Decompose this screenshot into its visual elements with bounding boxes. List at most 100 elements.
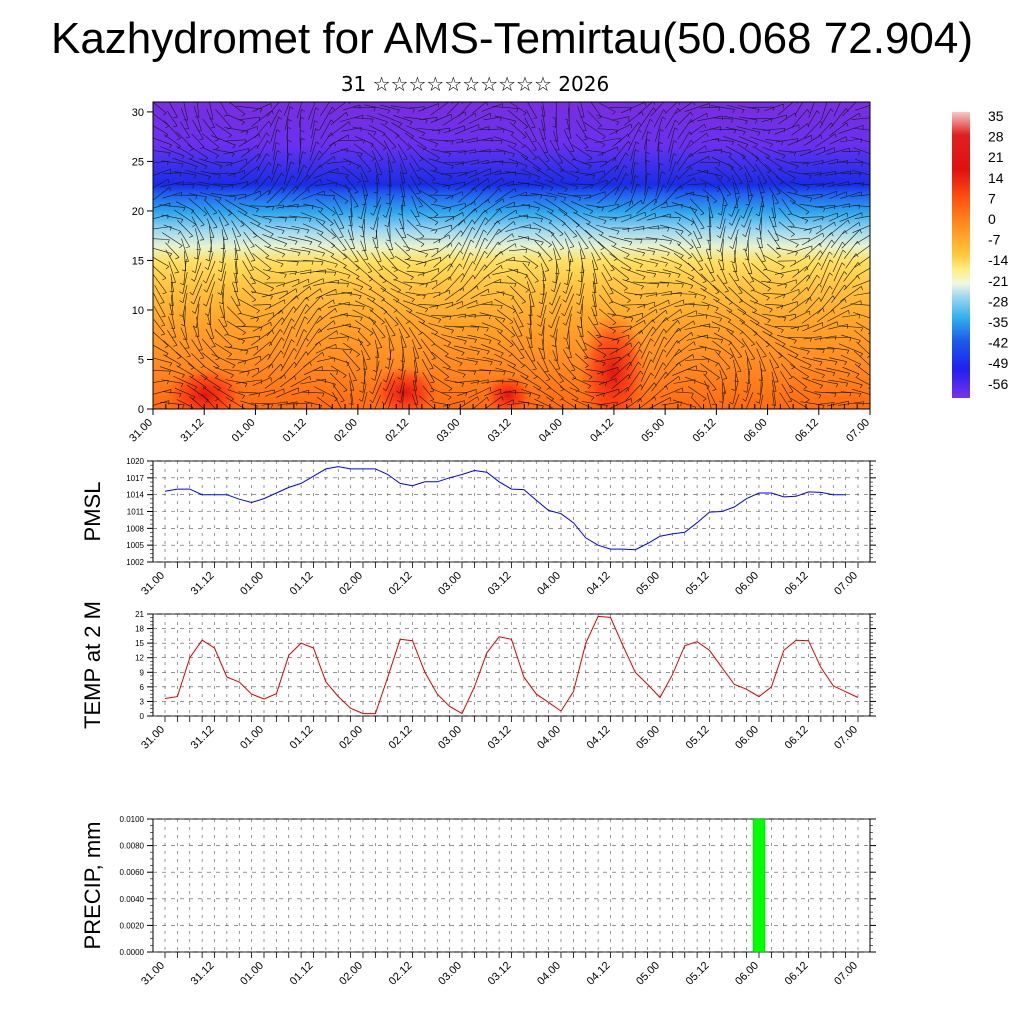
wind-barb [494,243,516,257]
wind-barb [788,149,811,154]
wind-barb [200,171,221,176]
wind-barb [812,378,839,385]
x-tick-label: 05.00 [634,960,662,988]
wind-barb [577,325,587,351]
wind-barb [460,227,473,251]
wind-barb [249,205,274,207]
x-tick-label: 04.00 [535,960,563,988]
wind-barb [494,389,516,396]
wind-barb [264,299,285,311]
wind-barb [660,387,683,398]
wind-barb-flag [755,322,760,326]
wind-barb-flag [745,120,748,125]
wind-barb [812,212,838,222]
wind-barb [412,346,419,373]
wind-barb-flag [173,125,178,128]
wind-barb-flag [470,252,474,256]
wind-barb [582,160,607,164]
wind-barb-flag [477,178,480,183]
wind-barb-flag [165,266,170,270]
wind-barb [400,361,405,380]
wind-barb [853,182,870,186]
wind-barb [829,122,847,137]
wind-barb [791,109,808,128]
wind-barb-flag [720,176,723,180]
wind-barb [357,330,371,345]
wind-barb-flag [715,363,719,367]
wind-barb [201,393,217,409]
wind-barb [820,251,830,271]
wind-barb-flag [829,259,834,263]
wind-barb-flag [513,120,517,125]
wind-barb [349,216,354,240]
wind-barb-flag [750,289,755,292]
wind-barb [801,160,824,165]
wind-barb [677,111,691,126]
wind-barb [751,263,772,281]
wind-barb [328,355,350,364]
wind-barb [330,111,347,126]
wind-barb-flag [588,385,592,389]
wind-barb-flag [372,370,377,372]
wind-barb-flag [821,374,825,379]
wind-barb [709,215,711,242]
wind-barb [585,222,604,234]
wind-barb-flag [678,264,682,269]
wind-barb-flag [485,217,489,221]
wind-barb [587,330,603,345]
wind-barb [691,239,703,261]
wind-barb-flag [795,354,799,358]
wind-barb-flag [716,188,720,193]
y-tick-label: 1017 [126,474,144,483]
wind-barb [444,287,464,301]
wind-barb [167,110,178,127]
wind-barb-flag [367,271,372,273]
wind-barb-flag [698,237,703,239]
wind-barb-flag [716,249,721,253]
wind-barb-flag [241,113,246,117]
wind-barb-flag [772,414,776,415]
wind-barb [643,186,649,204]
wind-barb [662,269,681,275]
wind-barb [726,309,745,323]
wind-barb [687,132,707,148]
wind-barb [527,102,538,118]
wind-barb-flag [794,112,797,117]
wind-barb [448,242,460,258]
wind-barb [621,211,646,223]
wind-barb [643,131,648,150]
wind-barb [458,201,475,212]
wind-barb [565,306,573,326]
wind-barb-flag [448,153,452,157]
wind-barb-flag [674,119,679,123]
wind-barb [838,325,863,329]
wind-barb-flag [638,122,642,126]
wind-barb [495,201,515,211]
wind-barb [800,365,825,376]
wind-barb [614,173,626,196]
wind-barb [468,387,491,398]
wind-barb-flag [381,336,386,339]
wind-barb [611,374,629,389]
wind-barb [673,379,696,384]
wind-barb [268,329,281,347]
wind-barb-flag [348,412,352,413]
wind-barb [271,150,278,175]
y-tick-label: 0.0100 [120,815,145,824]
wind-barb [808,102,815,118]
wind-barb [587,316,602,337]
wind-barb-flag [681,204,683,209]
wind-barb-flag [169,290,174,293]
wind-barb [812,158,838,166]
wind-barb-flag [333,320,336,325]
wind-barb [182,272,188,294]
wind-barb [388,350,392,369]
wind-barb [221,263,226,281]
wind-barb-flag [602,354,607,358]
wind-barb [803,336,822,340]
wind-barb [404,132,427,148]
wind-barb [372,369,382,394]
wind-barb [283,161,292,185]
wind-barb [815,147,835,156]
wind-barb [699,126,721,133]
